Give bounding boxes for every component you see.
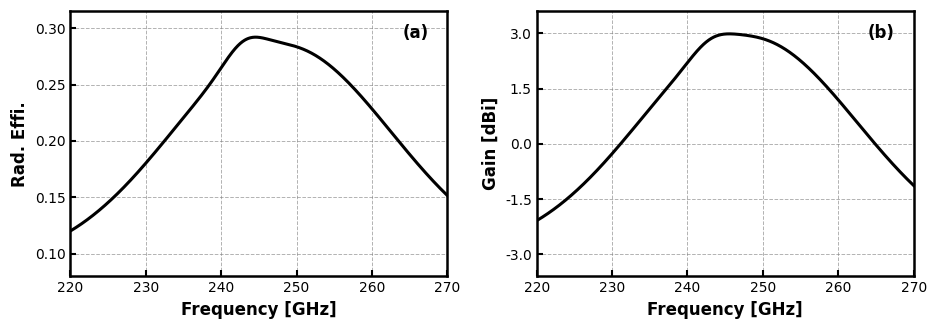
Y-axis label: Rad. Effi.: Rad. Effi.	[11, 101, 29, 187]
Text: (a): (a)	[402, 24, 429, 42]
X-axis label: Frequency [GHz]: Frequency [GHz]	[647, 301, 803, 319]
X-axis label: Frequency [GHz]: Frequency [GHz]	[181, 301, 337, 319]
Text: (b): (b)	[868, 24, 895, 42]
Y-axis label: Gain [dBi]: Gain [dBi]	[481, 97, 499, 190]
